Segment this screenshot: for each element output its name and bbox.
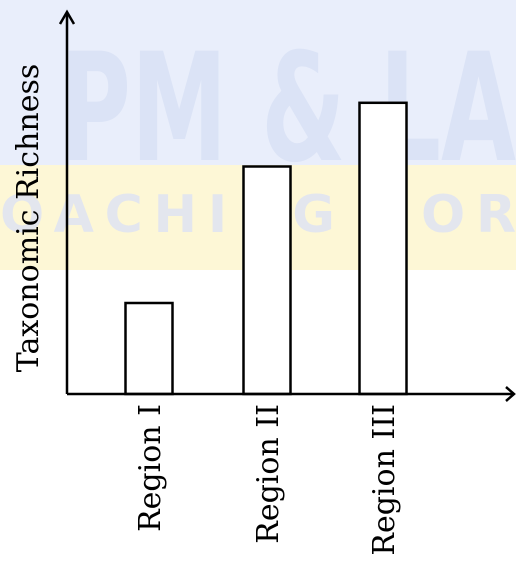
bar-2 bbox=[242, 165, 292, 396]
y-axis-arrow-icon bbox=[58, 9, 76, 25]
x-tick-labels: Region I Region II Region III bbox=[133, 404, 402, 556]
watermark-band-top bbox=[0, 0, 516, 165]
bar-1 bbox=[124, 301, 174, 396]
x-tick-label-3: Region III bbox=[367, 404, 402, 556]
x-axis-arrow-icon bbox=[505, 386, 516, 402]
y-axis-label: Taxonomic Richness bbox=[11, 64, 46, 372]
bars-group bbox=[124, 101, 408, 396]
x-tick-label-1: Region I bbox=[133, 404, 168, 532]
x-tick-label-2: Region II bbox=[251, 404, 286, 544]
bar-3 bbox=[358, 101, 408, 396]
